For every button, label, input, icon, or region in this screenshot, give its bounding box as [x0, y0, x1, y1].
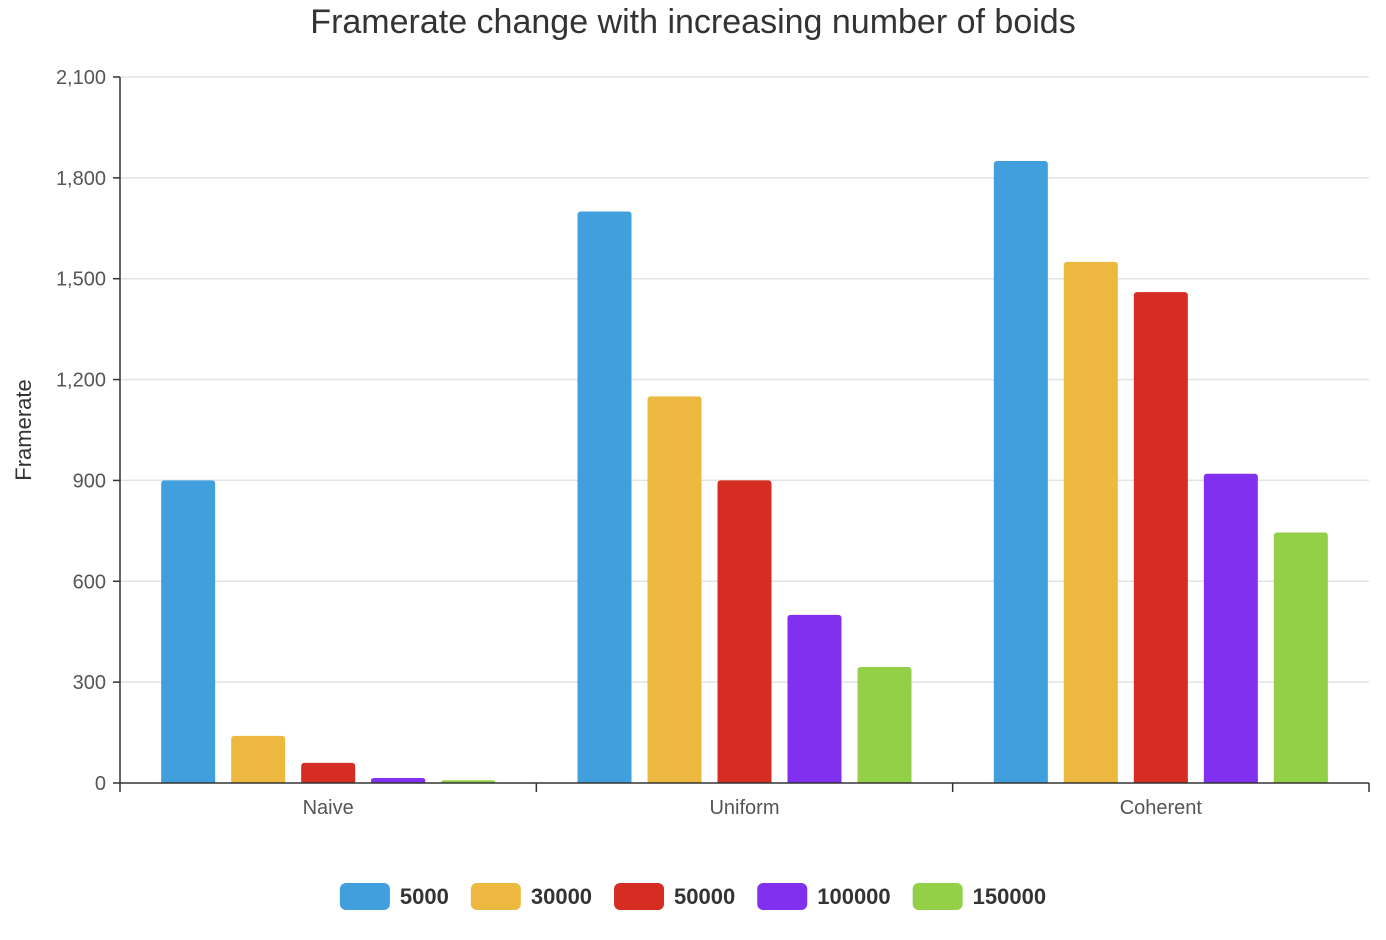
bar-base-uniform-150000 [857, 779, 912, 783]
legend-swatch-50000 [614, 883, 665, 910]
bar-base-naive-5000 [161, 779, 216, 783]
bars [161, 161, 1328, 784]
bar-base-uniform-50000 [717, 779, 772, 783]
bar-uniform-5000 [577, 211, 632, 783]
legend-label-150000: 150000 [973, 884, 1046, 909]
bar-base-naive-30000 [231, 779, 286, 783]
y-tick-label: 1,200 [56, 370, 106, 392]
bar-naive-50000 [301, 762, 356, 783]
chart-title: Framerate change with increasing number … [310, 3, 1075, 41]
bar-base-naive-100000 [371, 779, 426, 783]
legend-swatch-30000 [470, 883, 521, 910]
legend-label-5000: 5000 [400, 884, 449, 909]
bar-uniform-100000 [787, 614, 842, 783]
bar-base-uniform-100000 [787, 779, 842, 783]
bar-coherent-50000 [1133, 292, 1188, 783]
bar-base-uniform-30000 [647, 779, 702, 783]
bar-coherent-5000 [993, 161, 1048, 784]
x-tick-label: Naive [303, 797, 354, 819]
y-tick-label: 900 [73, 470, 106, 492]
x-tick-label: Uniform [709, 797, 779, 819]
bar-base-coherent-50000 [1133, 779, 1188, 783]
bar-coherent-150000 [1273, 532, 1328, 783]
legend: 5000 30000 50000 100000 150000 [339, 883, 1046, 910]
legend-label-100000: 100000 [817, 884, 890, 909]
bar-naive-30000 [231, 735, 286, 783]
axes: 0 300 600 900 1,200 1,500 1,800 2,100 Naive Unifo… [56, 67, 1370, 819]
bar-base-coherent-150000 [1273, 779, 1328, 783]
y-tick-label: 300 [73, 672, 106, 694]
bar-base-coherent-100000 [1203, 779, 1258, 783]
legend-swatch-150000 [912, 883, 963, 910]
bar-coherent-30000 [1063, 261, 1118, 783]
bar-naive-5000 [161, 480, 216, 783]
bar-base-coherent-30000 [1063, 779, 1118, 783]
bar-base-uniform-5000 [577, 779, 632, 783]
bar-uniform-150000 [857, 667, 912, 783]
bar-uniform-30000 [647, 396, 702, 783]
y-tick-label: 600 [73, 571, 106, 593]
y-tick-label: 1,500 [56, 269, 106, 291]
y-tick-label: 0 [95, 773, 106, 795]
bar-coherent-100000 [1203, 473, 1258, 783]
legend-label-50000: 50000 [674, 884, 735, 909]
bar-base-naive-50000 [301, 779, 356, 783]
legend-swatch-100000 [757, 883, 808, 910]
bar-base-coherent-5000 [993, 779, 1048, 783]
y-tick-label: 2,100 [56, 67, 106, 89]
legend-label-30000: 30000 [531, 884, 592, 909]
x-tick-label: Coherent [1120, 797, 1203, 819]
y-axis-label: Framerate [11, 379, 36, 480]
legend-swatch-5000 [339, 883, 390, 910]
bar-uniform-50000 [717, 480, 772, 783]
y-tick-label: 1,800 [56, 168, 106, 190]
